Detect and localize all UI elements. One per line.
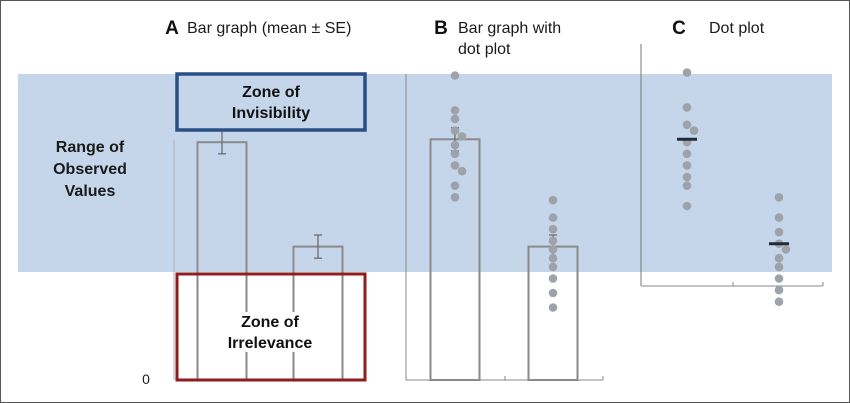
zone-of-irrelevance-line-1: Zone of: [241, 314, 299, 331]
observed-range-band: [18, 74, 832, 272]
data-point: [774, 193, 784, 202]
data-point: [774, 262, 784, 272]
data-point: [450, 106, 460, 115]
data-point: [548, 245, 558, 254]
data-point: [548, 262, 558, 272]
data-point: [682, 149, 692, 159]
data-point: [548, 253, 558, 263]
data-point: [450, 193, 460, 202]
data-point: [450, 114, 460, 124]
zone-of-invisibility-box: [175, 72, 367, 132]
data-point: [548, 213, 558, 222]
zone-of-invisibility-line-1: Zone of: [242, 84, 300, 101]
data-point: [457, 132, 467, 141]
panel-b-title-line-2: dot plot: [458, 41, 511, 58]
data-point: [450, 149, 460, 159]
data-point: [548, 224, 558, 234]
data-point: [450, 140, 460, 150]
data-point: [548, 288, 558, 298]
data-point: [682, 103, 692, 112]
data-point: [457, 166, 467, 176]
data-point: [548, 236, 558, 246]
data-point: [774, 285, 784, 295]
data-point: [450, 126, 460, 135]
panel-b-title-line-1: Bar graph with: [458, 20, 561, 37]
data-point: [774, 213, 784, 222]
data-point: [450, 181, 460, 190]
data-point: [450, 161, 460, 170]
panel-c-letter: C: [672, 18, 686, 39]
data-point: [548, 274, 558, 283]
data-point: [774, 297, 784, 307]
data-point: [682, 172, 692, 182]
panel-c-marks: [677, 68, 791, 307]
panel-a-title: Bar graph (mean ± SE): [187, 20, 351, 37]
data-point: [774, 227, 784, 237]
data-point: [689, 126, 699, 135]
range-label-line-2: Observed: [53, 161, 127, 178]
data-point: [548, 303, 558, 312]
panel-b-letter: B: [434, 18, 448, 39]
data-point: [774, 253, 784, 263]
range-label-line-3: Values: [65, 183, 116, 200]
data-point: [781, 245, 791, 254]
data-point: [450, 71, 460, 80]
range-label-line-1: Range of: [56, 139, 125, 156]
data-point: [682, 181, 692, 190]
data-point: [682, 120, 692, 130]
zone-of-irrelevance-line-2: Irrelevance: [228, 335, 313, 352]
zone-of-invisibility-line-2: Invisibility: [232, 105, 310, 122]
panel-b-marks: [429, 71, 579, 381]
data-point: [682, 201, 692, 211]
panel-c-title: Dot plot: [709, 20, 765, 37]
data-point: [548, 195, 558, 205]
data-point: [774, 274, 784, 283]
data-point: [682, 161, 692, 170]
panel-a-letter: A: [165, 18, 179, 39]
zone-of-irrelevance-label-bg: [214, 312, 327, 352]
data-point: [682, 68, 692, 77]
zone-of-irrelevance-box: [175, 272, 367, 382]
zero-tick-label: 0: [142, 371, 150, 387]
